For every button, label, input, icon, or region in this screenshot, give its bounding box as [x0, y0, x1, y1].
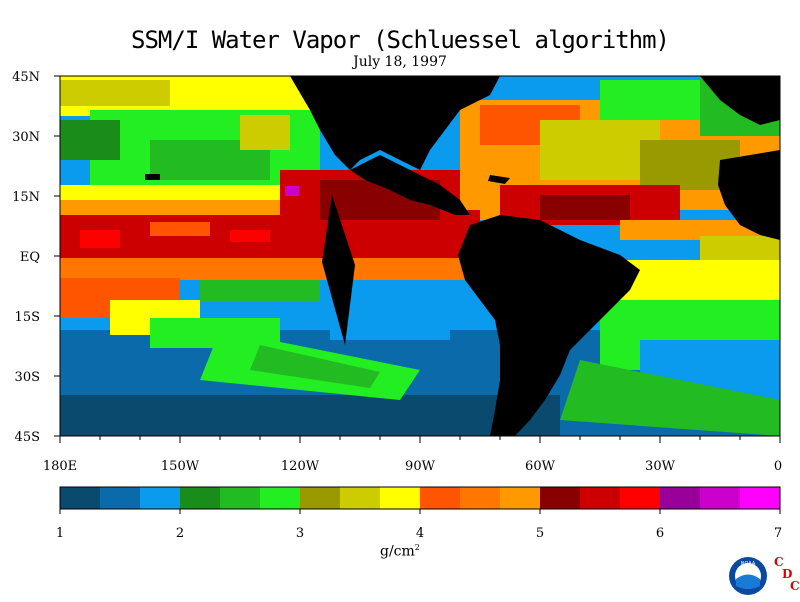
- lat-label-45n: 45N: [12, 70, 40, 85]
- colorbar-swatch-16: [700, 487, 741, 509]
- cuba-island: [488, 175, 510, 184]
- lon-axis: 180E 150W 120W 90W 60W 30W 0: [43, 436, 782, 474]
- south-atlantic-band: [560, 360, 780, 436]
- noaa-logo-icon: NOAA C D C: [729, 555, 800, 595]
- lat-label-45s: 45S: [15, 430, 40, 445]
- cdc-letter-d: D: [782, 567, 792, 581]
- colorbar-swatch-11: [500, 487, 541, 509]
- south-pacific-green: [200, 280, 320, 302]
- north-pacific-olive-2: [240, 115, 290, 150]
- lat-label-30s: 30S: [15, 370, 40, 385]
- lon-label-60w: 60W: [525, 459, 556, 474]
- lon-label-150w: 150W: [161, 459, 200, 474]
- colorbar-swatch-6: [300, 487, 341, 509]
- colorbar-label-7: 7: [774, 526, 782, 541]
- europe-land: [700, 76, 780, 125]
- noaa-logo-wave: [736, 574, 760, 589]
- cdc-letter-c1: C: [774, 555, 784, 569]
- colorbar-label-5: 5: [536, 526, 544, 541]
- colorbar-label-4: 4: [416, 526, 424, 541]
- unit-superscript: 2: [414, 543, 420, 552]
- colorbar-swatch-10: [460, 487, 501, 509]
- lat-label-15n: 15N: [12, 190, 40, 205]
- colorbar-unit-label: g/cm2: [380, 543, 420, 560]
- colorbar-swatch-5: [260, 487, 301, 509]
- south-pacific-band-inner: [250, 345, 380, 388]
- colorbar-swatch-15: [660, 487, 701, 509]
- itcz-west-bright: [80, 230, 120, 248]
- colorbar-label-3: 3: [296, 526, 304, 541]
- lat-label-eq: EQ: [20, 250, 40, 265]
- colorbar: [59, 486, 781, 514]
- map-field: [60, 76, 780, 436]
- cdc-letter-c2: C: [790, 579, 800, 593]
- north-pacific-olive: [60, 80, 170, 106]
- south-america-land: [458, 215, 640, 436]
- map-title: SSM/I Water Vapor (Schluessel algorithm): [131, 26, 670, 54]
- lon-label-0: 0: [774, 459, 782, 474]
- hawaii-island: [145, 174, 160, 180]
- noaa-logo-text: NOAA: [741, 561, 756, 567]
- unit-text: g/cm: [380, 543, 415, 560]
- north-pacific-dark-green: [60, 120, 120, 160]
- itcz-mid-bright: [230, 230, 270, 242]
- itcz-west-orange: [150, 222, 210, 236]
- colorbar-swatch-3: [180, 487, 221, 509]
- lon-label-30w: 30W: [645, 459, 676, 474]
- south-itcz-orange: [60, 258, 490, 280]
- noaa-cdc-logo: NOAA C D C: [728, 552, 800, 598]
- colorbar-swatch-7: [340, 487, 381, 509]
- colorbar-swatch-9: [420, 487, 461, 509]
- caribbean-dark-red: [540, 195, 630, 220]
- lon-label-180e: 180E: [43, 459, 77, 474]
- colorbar-swatch-13: [580, 487, 621, 509]
- colorbar-swatch-2: [140, 487, 181, 509]
- colorbar-swatch-8: [380, 487, 421, 509]
- itcz-magenta-spot: [285, 186, 299, 196]
- colorbar-swatch-17: [740, 487, 781, 509]
- africa-land: [718, 150, 780, 240]
- lat-label-30n: 30N: [12, 130, 40, 145]
- lon-label-120w: 120W: [281, 459, 320, 474]
- lon-label-90w: 90W: [405, 459, 436, 474]
- colorbar-swatch-14: [620, 487, 661, 509]
- map-date: July 18, 1997: [353, 54, 447, 70]
- colorbar-label-6: 6: [656, 526, 664, 541]
- colorbar-swatch-4: [220, 487, 261, 509]
- colorbar-label-1: 1: [56, 526, 64, 541]
- lat-axis: 45N 30N 15N EQ 15S 30S 45S: [12, 70, 60, 445]
- colorbar-swatch-12: [540, 487, 581, 509]
- colorbar-tick-labels: 1 2 3 4 5 6 7: [56, 526, 782, 541]
- colorbar-swatch-1: [100, 487, 141, 509]
- colorbar-label-2: 2: [176, 526, 184, 541]
- central-america-land: [350, 155, 470, 215]
- colorbar-swatch-0: [60, 487, 101, 509]
- missing-data-wedge: [322, 195, 355, 345]
- lat-label-15s: 15S: [15, 310, 40, 325]
- north-america-land: [290, 76, 500, 170]
